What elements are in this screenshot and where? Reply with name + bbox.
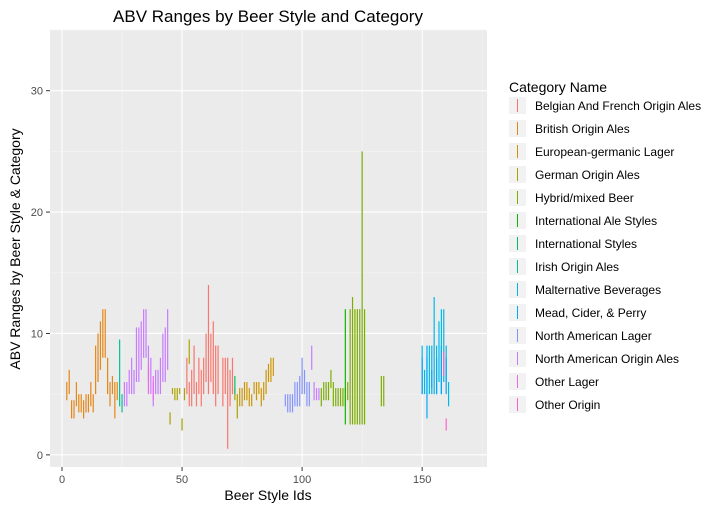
y-tick-label: 10 xyxy=(31,328,43,340)
legend: Category Name Belgian And French Origin … xyxy=(509,79,701,413)
y-tick-label: 0 xyxy=(37,450,43,462)
y-axis-title: ABV Ranges by Beer Style & Category xyxy=(7,128,23,369)
chart-title: ABV Ranges by Beer Style and Category xyxy=(113,7,423,26)
y-axis: 0 10 20 30 xyxy=(31,86,50,462)
legend-label: British Origin Ales xyxy=(535,122,630,136)
legend-label: International Ale Styles xyxy=(535,214,657,228)
legend-label: Irish Origin Ales xyxy=(535,260,619,274)
x-tick-label: 50 xyxy=(176,474,188,486)
legend-label: Malternative Beverages xyxy=(535,283,661,297)
y-tick-label: 30 xyxy=(31,86,43,98)
x-axis-title: Beer Style Ids xyxy=(224,487,311,503)
x-tick-label: 0 xyxy=(59,474,65,486)
data-segments xyxy=(66,151,450,449)
legend-title: Category Name xyxy=(509,79,607,95)
legend-label: German Origin Ales xyxy=(535,168,640,182)
x-tick-label: 150 xyxy=(413,474,431,486)
x-tick-label: 100 xyxy=(293,474,311,486)
legend-label: Other Lager xyxy=(535,375,599,389)
legend-items: Belgian And French Origin Ales British Or… xyxy=(509,97,701,413)
legend-label: Hybrid/mixed Beer xyxy=(535,191,634,205)
legend-label: International Styles xyxy=(535,237,637,251)
legend-label: Mead, Cider, & Perry xyxy=(535,306,646,320)
legend-label: European-germanic Lager xyxy=(535,145,674,159)
legend-label: Other Origin xyxy=(535,398,600,412)
legend-label: North American Origin Ales xyxy=(535,352,679,366)
legend-label: Belgian And French Origin Ales xyxy=(535,99,701,113)
legend-label: North American Lager xyxy=(535,329,652,343)
x-axis: 0 50 100 150 xyxy=(59,467,431,486)
plot-panel xyxy=(50,30,487,467)
y-tick-label: 20 xyxy=(31,207,43,219)
